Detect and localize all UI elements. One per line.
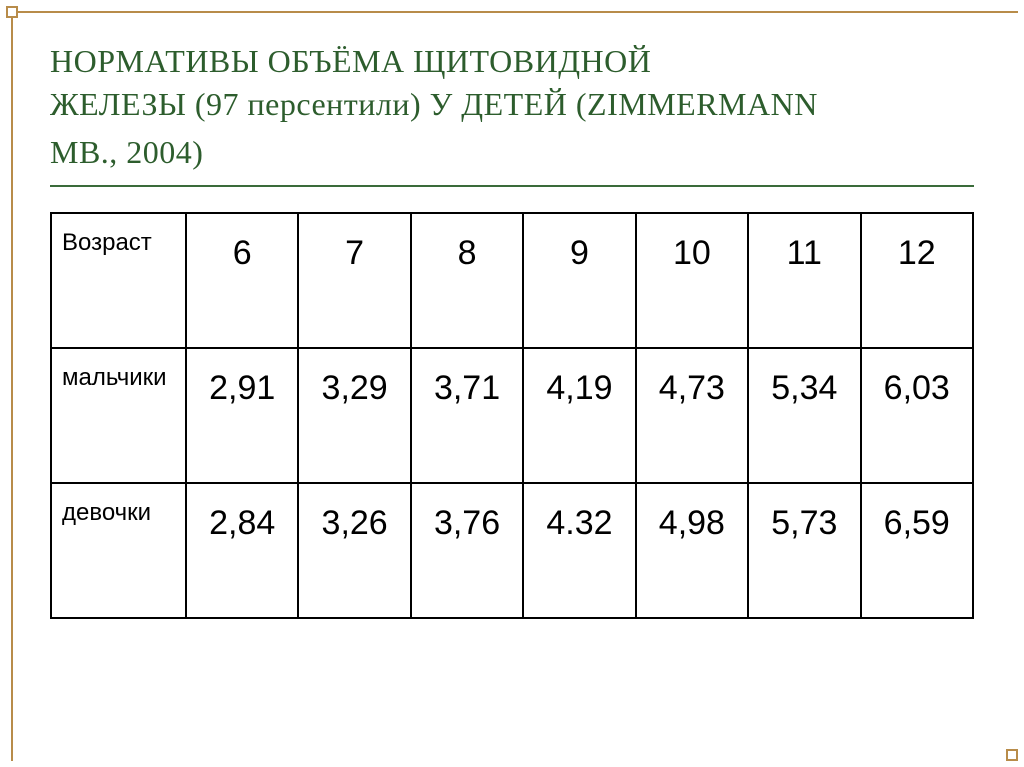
title-line-1: НОРМАТИВЫ ОБЪЁМА ЩИТОВИДНОЙ <box>50 40 974 83</box>
frame-line-left <box>11 18 13 761</box>
thyroid-volume-table: Возраст 6 7 8 9 10 11 12 мальчики 2,91 3… <box>50 212 974 619</box>
data-cell: 4,19 <box>523 348 635 483</box>
age-cell: 9 <box>523 213 635 348</box>
age-cell: 10 <box>636 213 748 348</box>
table-row: Возраст 6 7 8 9 10 11 12 <box>51 213 973 348</box>
title-block: НОРМАТИВЫ ОБЪЁМА ЩИТОВИДНОЙ ЖЕЛЕЗЫ (97 п… <box>50 40 974 187</box>
data-cell: 6,03 <box>861 348 973 483</box>
corner-decoration-bottom-right <box>1006 749 1018 761</box>
data-cell: 2,91 <box>186 348 298 483</box>
age-cell: 12 <box>861 213 973 348</box>
row-header-girls: девочки <box>51 483 186 618</box>
data-cell: 3,29 <box>298 348 410 483</box>
row-header-boys: мальчики <box>51 348 186 483</box>
age-cell: 7 <box>298 213 410 348</box>
data-cell: 4,98 <box>636 483 748 618</box>
title-line-3: MB., 2004) <box>50 131 974 174</box>
data-cell: 2,84 <box>186 483 298 618</box>
title-line-2: ЖЕЛЕЗЫ (97 персентили) У ДЕТЕЙ (ZIMMERMA… <box>50 83 974 126</box>
age-cell: 6 <box>186 213 298 348</box>
data-cell: 4.32 <box>523 483 635 618</box>
table-row: мальчики 2,91 3,29 3,71 4,19 4,73 5,34 6… <box>51 348 973 483</box>
data-cell: 3,76 <box>411 483 523 618</box>
data-cell: 3,71 <box>411 348 523 483</box>
data-cell: 5,73 <box>748 483 860 618</box>
frame-line-top <box>18 11 1018 13</box>
data-cell: 3,26 <box>298 483 410 618</box>
data-cell: 4,73 <box>636 348 748 483</box>
age-cell: 8 <box>411 213 523 348</box>
data-cell: 6,59 <box>861 483 973 618</box>
data-cell: 5,34 <box>748 348 860 483</box>
table-row: девочки 2,84 3,26 3,76 4.32 4,98 5,73 6,… <box>51 483 973 618</box>
age-cell: 11 <box>748 213 860 348</box>
corner-decoration-top-left <box>6 6 18 18</box>
row-header-age: Возраст <box>51 213 186 348</box>
